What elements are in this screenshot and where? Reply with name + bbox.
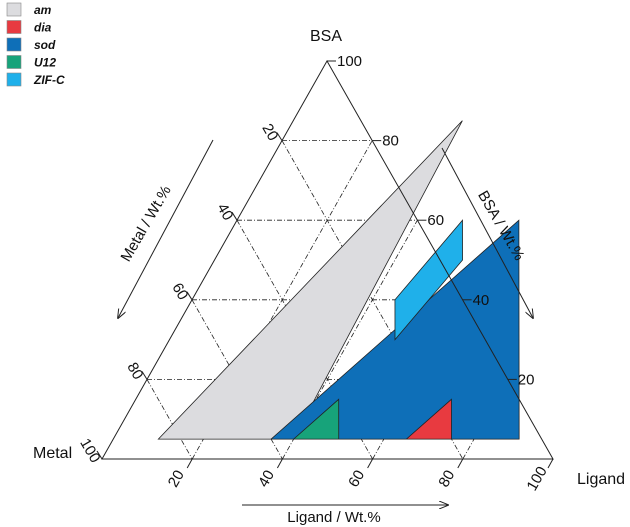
tick-label-ligand-80: 80 <box>435 467 458 490</box>
corner-label-ligand: Ligand <box>577 471 625 488</box>
region-zif-c <box>394 219 463 341</box>
legend-label-sod: sod <box>34 38 56 52</box>
legend-swatch-zif-c <box>6 72 22 87</box>
grid-line-ligand-40 <box>282 220 418 460</box>
tick-label-bsa-60: 60 <box>427 212 444 229</box>
legend-label-am: am <box>34 3 52 17</box>
axis-arrow-bsa <box>441 147 533 318</box>
frame-layer <box>101 59 554 460</box>
legend-swatch-dia <box>6 20 22 34</box>
tick-label-ligand-40: 40 <box>255 467 278 490</box>
tick-mark-ligand-40 <box>276 458 283 469</box>
tick-mark-metal-60 <box>186 291 193 301</box>
region-am <box>157 120 463 440</box>
tick-mark-metal-100 <box>96 450 103 460</box>
tick-label-ligand-60: 60 <box>345 467 368 490</box>
tick-label-ligand-100: 100 <box>523 464 550 494</box>
tick-label-metal-100: 100 <box>76 436 103 466</box>
tick-mark-metal-20 <box>276 132 283 141</box>
axis-title-ligand: Ligand / Wt.% <box>287 509 380 526</box>
legend-swatch-u12 <box>6 55 22 69</box>
legend-label-dia: dia <box>34 21 52 35</box>
corner-label-bsa: BSA <box>310 28 342 45</box>
tick-label-metal-80: 80 <box>123 360 146 383</box>
tick-label-metal-40: 40 <box>213 200 236 223</box>
tick-mark-ligand-20 <box>186 458 193 469</box>
corner-label-metal: Metal <box>33 445 72 462</box>
region-u12 <box>292 398 340 440</box>
tick-label-bsa-100: 100 <box>337 53 362 70</box>
tick-mark-ligand-60 <box>367 458 374 469</box>
legend: am dia sod U12 ZIF-C <box>6 2 65 87</box>
tick-label-bsa-40: 40 <box>473 292 490 309</box>
region-dia <box>405 398 452 440</box>
region-layer <box>157 120 520 440</box>
tick-label-metal-20: 20 <box>258 121 281 144</box>
legend-swatch-am <box>6 2 22 17</box>
axis-arrow-metal <box>118 139 214 318</box>
tick-label-ligand-20: 20 <box>165 467 188 490</box>
legend-label-u12: U12 <box>34 56 56 70</box>
axis-title-metal: Metal / Wt.% <box>117 183 174 265</box>
legend-label-zif-c: ZIF-C <box>33 73 65 87</box>
tick-mark-metal-40 <box>231 211 238 221</box>
tick-mark-metal-80 <box>141 371 148 380</box>
tick-label-metal-60: 60 <box>168 280 191 303</box>
triangle-frame <box>101 59 554 460</box>
tick-mark-ligand-80 <box>457 458 464 469</box>
tick-label-bsa-80: 80 <box>382 133 399 150</box>
legend-swatch-sod <box>6 37 22 52</box>
tick-label-bsa-20: 20 <box>518 371 535 388</box>
tick-mark-ligand-100 <box>547 458 554 469</box>
